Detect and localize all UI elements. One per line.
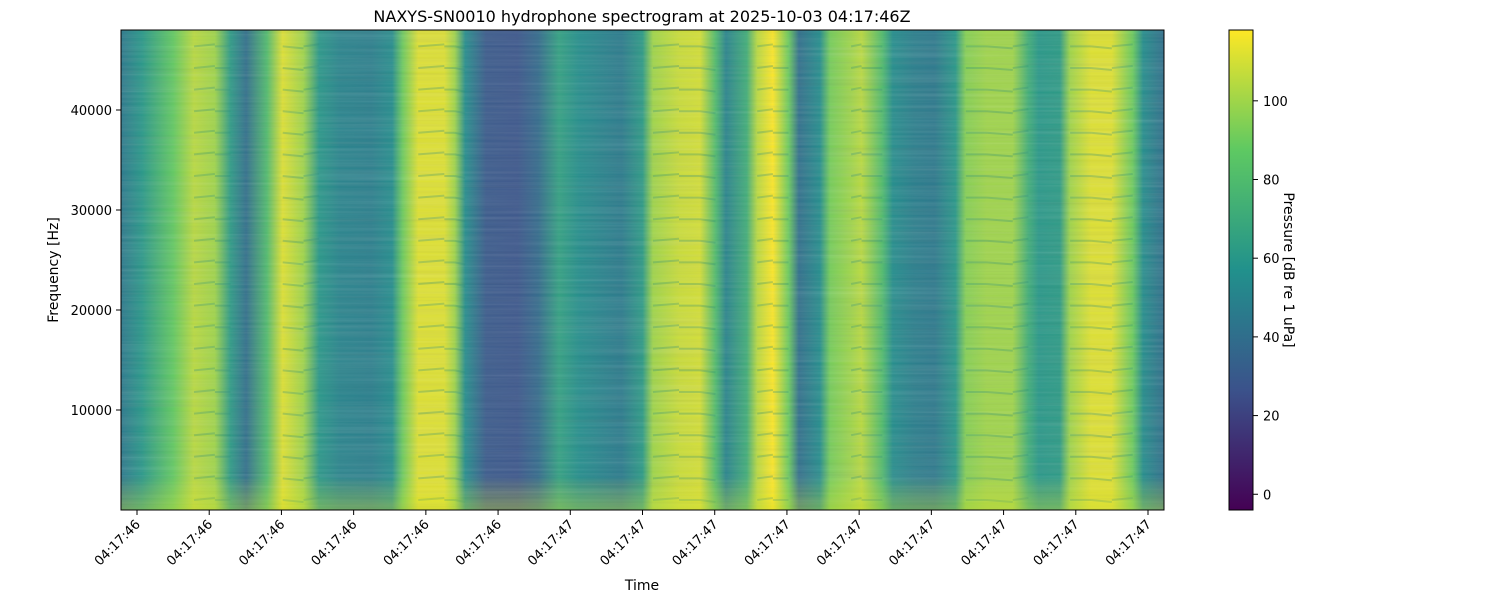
y-tick-label: 10000 xyxy=(71,404,112,419)
plot-area xyxy=(120,29,1165,511)
y-tick-label: 20000 xyxy=(71,304,112,319)
y-axis-label: Frequency [Hz] xyxy=(46,217,62,323)
y-tick-label: 30000 xyxy=(71,204,112,219)
x-tick-label: 04:17:46 xyxy=(164,517,216,569)
chart-title: NAXYS-SN0010 hydrophone spectrogram at 2… xyxy=(373,7,910,26)
x-axis: 04:17:46 04:17:46 04:17:46 04:17:46 04:17:46… xyxy=(92,510,1155,569)
colorbar-label: Pressure [dB re 1 uPa] xyxy=(1280,192,1296,347)
x-tick-label: 04:17:47 xyxy=(1103,517,1155,569)
spectrogram-low-frequency-band xyxy=(121,30,1164,510)
colorbar-tick-label: 80 xyxy=(1263,174,1280,189)
x-axis-label: Time xyxy=(624,578,659,594)
x-tick-label: 04:17:47 xyxy=(1031,517,1083,569)
colorbar-tick-label: 100 xyxy=(1263,95,1288,110)
colorbar: 0 20 40 60 80 100 Pressure [dB re 1 uPa] xyxy=(1228,29,1296,511)
x-tick-label: 04:17:46 xyxy=(453,517,505,569)
colorbar-tick-label: 20 xyxy=(1263,410,1280,425)
x-tick-label: 04:17:46 xyxy=(236,517,288,569)
x-tick-label: 04:17:46 xyxy=(309,517,361,569)
x-tick-label: 04:17:47 xyxy=(886,517,938,569)
colorbar-ticks: 0 20 40 60 80 100 xyxy=(1253,95,1288,503)
y-axis: 10000 20000 30000 40000 xyxy=(71,104,121,419)
x-tick-label: 04:17:46 xyxy=(381,517,433,569)
colorbar-gradient xyxy=(1228,29,1254,511)
x-tick-label: 04:17:47 xyxy=(597,517,649,569)
x-tick-label: 04:17:47 xyxy=(670,517,722,569)
x-tick-label: 04:17:47 xyxy=(525,517,577,569)
y-tick-label: 40000 xyxy=(71,104,112,119)
colorbar-tick-label: 0 xyxy=(1263,488,1271,503)
x-tick-label: 04:17:47 xyxy=(742,517,794,569)
colorbar-tick-label: 60 xyxy=(1263,252,1280,267)
x-tick-label: 04:17:47 xyxy=(814,517,866,569)
x-tick-label: 04:17:46 xyxy=(92,517,144,569)
colorbar-tick-label: 40 xyxy=(1263,331,1280,346)
x-tick-label: 04:17:47 xyxy=(959,517,1011,569)
